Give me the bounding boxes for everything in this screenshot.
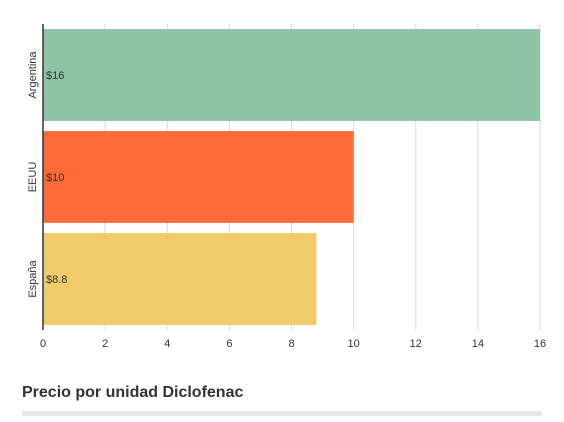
- bar-eeuu: [43, 131, 354, 223]
- data-labels: $16 $10 $8.8: [46, 70, 67, 286]
- data-label-espa-a: $8.8: [46, 274, 67, 286]
- category-label-argentina: Argentina: [27, 51, 39, 99]
- x-tick-label-6: 6: [226, 338, 232, 350]
- x-tick-label-10: 10: [348, 338, 360, 350]
- x-tick-label-8: 8: [288, 338, 294, 350]
- bar-argentina: [43, 29, 540, 121]
- x-tick-label-12: 12: [410, 338, 422, 350]
- x-tick-label-2: 2: [102, 338, 108, 350]
- chart-title: Precio por unidad Diclofenac: [22, 384, 244, 401]
- x-tick-label-14: 14: [472, 338, 484, 350]
- category-labels: Argentina EEUU España: [27, 51, 39, 298]
- x-tick-label-16: 16: [534, 338, 546, 350]
- data-label-eeuu: $10: [46, 172, 64, 184]
- x-tick-label-0: 0: [40, 338, 46, 350]
- x-tick-labels: 0 2 4 6 8 10 12 14 16: [40, 338, 546, 350]
- data-label-argentina: $16: [46, 70, 64, 82]
- bar-chart: $16 $10 $8.8 Argentina EEUU España 0 2 4 6 8 10 12…: [27, 24, 546, 350]
- bar-espa-a: [43, 233, 317, 325]
- category-label-espa-a: España: [27, 259, 39, 297]
- category-label-eeuu: EEUU: [27, 162, 39, 193]
- bars: [43, 29, 540, 325]
- x-tick-label-4: 4: [164, 338, 170, 350]
- title-divider: [22, 411, 542, 416]
